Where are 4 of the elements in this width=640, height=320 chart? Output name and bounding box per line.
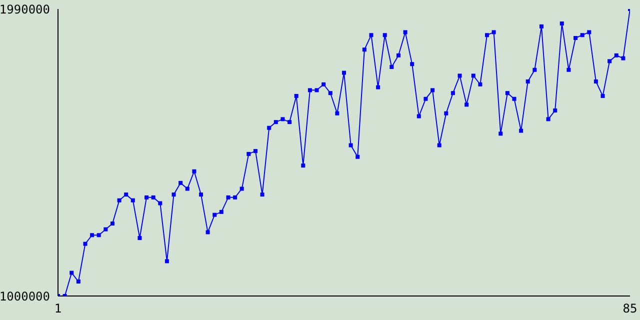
x-tick-label: 85 <box>622 302 638 316</box>
x-tick-label: 1 <box>54 302 62 316</box>
y-tick-label: 1990000 <box>0 2 50 16</box>
y-tick-label: 1000000 <box>0 289 50 304</box>
